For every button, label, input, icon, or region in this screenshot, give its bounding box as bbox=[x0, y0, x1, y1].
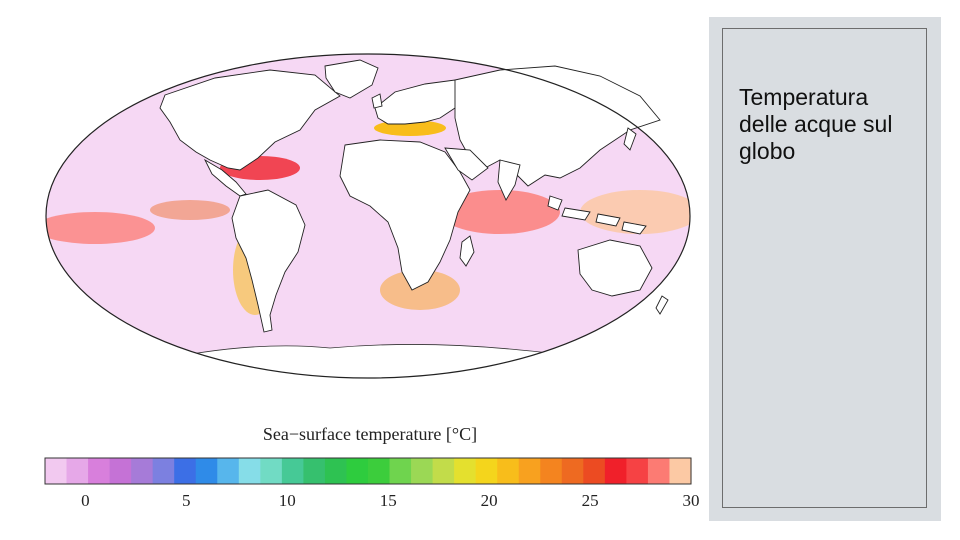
colorbar-cell bbox=[152, 458, 175, 484]
colorbar-frame bbox=[44, 457, 692, 485]
colorbar-cell bbox=[497, 458, 520, 484]
colorbar-cell bbox=[454, 458, 477, 484]
colorbar-cell bbox=[411, 458, 434, 484]
british-isles bbox=[371, 93, 383, 109]
colorbar-cell bbox=[174, 458, 197, 484]
colorbar-cell bbox=[324, 458, 348, 484]
colorbar-cell bbox=[45, 458, 68, 484]
colorbar-tick-label: 10 bbox=[279, 491, 296, 510]
colorbar-cells bbox=[45, 458, 692, 484]
colorbar-cell bbox=[647, 458, 671, 484]
colorbar: 0 5 10 15 20 25 30 bbox=[44, 457, 700, 510]
indonesia bbox=[547, 195, 647, 235]
colorbar-cell bbox=[604, 458, 627, 484]
colorbar-tick-label: 15 bbox=[380, 491, 397, 510]
colorbar-cell bbox=[669, 458, 692, 484]
globe-outline bbox=[45, 53, 691, 379]
africa bbox=[339, 139, 471, 291]
colorbar-cell bbox=[561, 458, 584, 484]
slide-title: Temperatura delle acque sul globo bbox=[739, 84, 893, 164]
colorbar-tick-label: 30 bbox=[683, 491, 700, 510]
colorbar-cell bbox=[368, 458, 391, 484]
side-panel: Temperatura delle acque sul globo bbox=[709, 17, 941, 521]
south-america bbox=[231, 189, 306, 333]
australia bbox=[577, 239, 653, 297]
colorbar-tick-label: 20 bbox=[481, 491, 498, 510]
side-panel-frame: Temperatura delle acque sul globo bbox=[722, 28, 927, 508]
colorbar-cell bbox=[303, 458, 326, 484]
colorbar-cell bbox=[238, 458, 261, 484]
continents bbox=[159, 59, 669, 333]
greenland bbox=[324, 59, 379, 99]
colorbar-cell bbox=[131, 458, 154, 484]
colorbar-cell bbox=[109, 458, 132, 484]
colorbar-cell bbox=[432, 458, 455, 484]
japan bbox=[623, 127, 637, 151]
colorbar-tick-label: 5 bbox=[182, 491, 191, 510]
colorbar-cell bbox=[583, 458, 606, 484]
colorbar-cell bbox=[475, 458, 498, 484]
colorbar-cell bbox=[518, 458, 541, 484]
colorbar-ticks: 0 5 10 15 20 25 30 bbox=[81, 491, 699, 510]
madagascar bbox=[459, 235, 475, 267]
colorbar-cell bbox=[540, 458, 563, 484]
north-america bbox=[159, 69, 341, 171]
colorbar-cell bbox=[195, 458, 218, 484]
colorbar-tick-label: 25 bbox=[582, 491, 599, 510]
europe bbox=[374, 79, 471, 125]
india bbox=[497, 159, 521, 201]
legend-title: Sea−surface temperature [°C] bbox=[262, 424, 478, 444]
sst-map-figure: Sea−surface temperature [°C] 0 5 10 15 20 25 3… bbox=[44, 53, 700, 510]
colorbar-cell bbox=[346, 458, 369, 484]
world-map bbox=[45, 53, 691, 379]
colorbar-cell bbox=[66, 458, 89, 484]
colorbar-cell bbox=[217, 458, 240, 484]
arabia bbox=[444, 147, 489, 181]
colorbar-cell bbox=[389, 458, 412, 484]
colorbar-cell bbox=[88, 458, 111, 484]
colorbar-tick-label: 0 bbox=[81, 491, 90, 510]
colorbar-cell bbox=[626, 458, 649, 484]
colorbar-cell bbox=[260, 458, 283, 484]
new-zealand bbox=[655, 295, 669, 315]
colorbar-cell bbox=[281, 458, 304, 484]
